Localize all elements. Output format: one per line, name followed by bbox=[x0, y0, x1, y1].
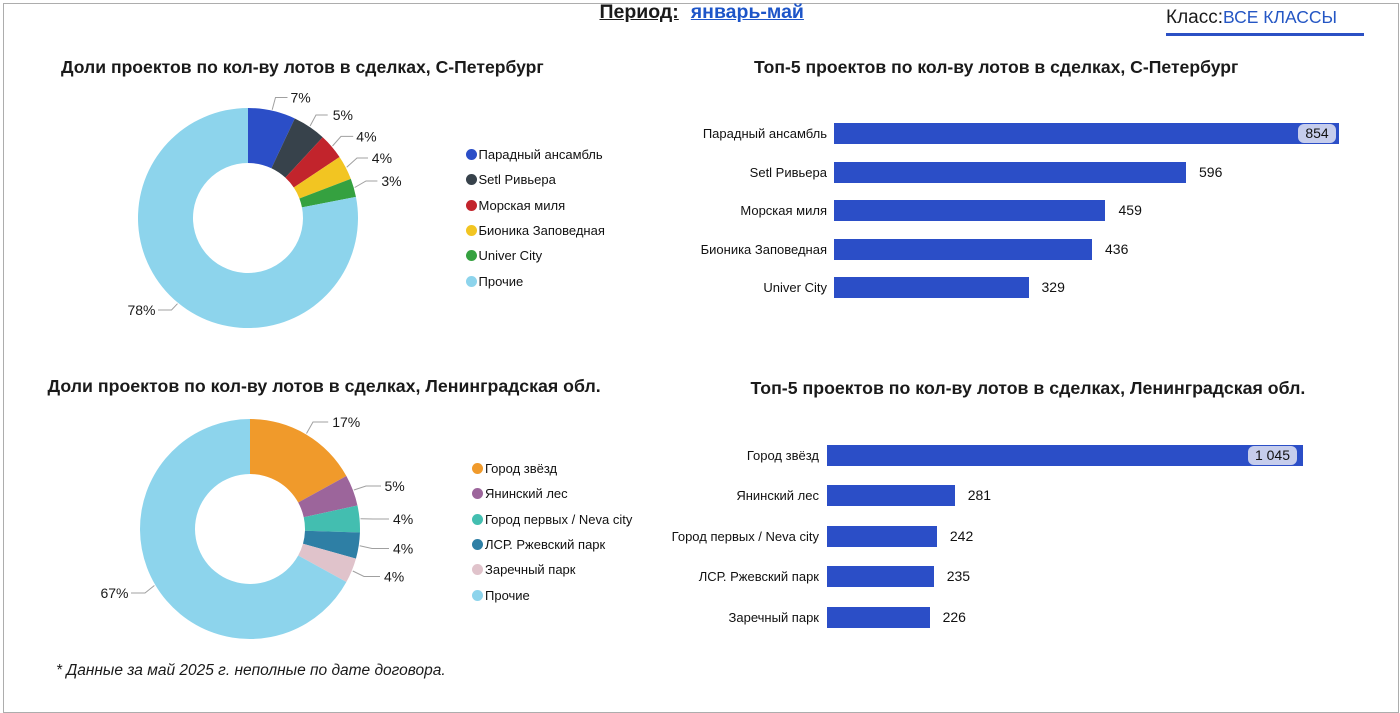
svg-text:5%: 5% bbox=[333, 107, 353, 123]
svg-text:78%: 78% bbox=[127, 302, 155, 318]
svg-text:4%: 4% bbox=[356, 128, 376, 144]
svg-text:4%: 4% bbox=[372, 150, 392, 166]
svg-text:17%: 17% bbox=[332, 414, 360, 430]
svg-text:4%: 4% bbox=[393, 511, 413, 527]
svg-text:4%: 4% bbox=[384, 569, 404, 585]
svg-text:3%: 3% bbox=[381, 173, 401, 189]
svg-text:4%: 4% bbox=[393, 541, 413, 557]
svg-text:67%: 67% bbox=[100, 585, 128, 601]
svg-text:7%: 7% bbox=[291, 90, 311, 106]
svg-text:5%: 5% bbox=[385, 478, 405, 494]
